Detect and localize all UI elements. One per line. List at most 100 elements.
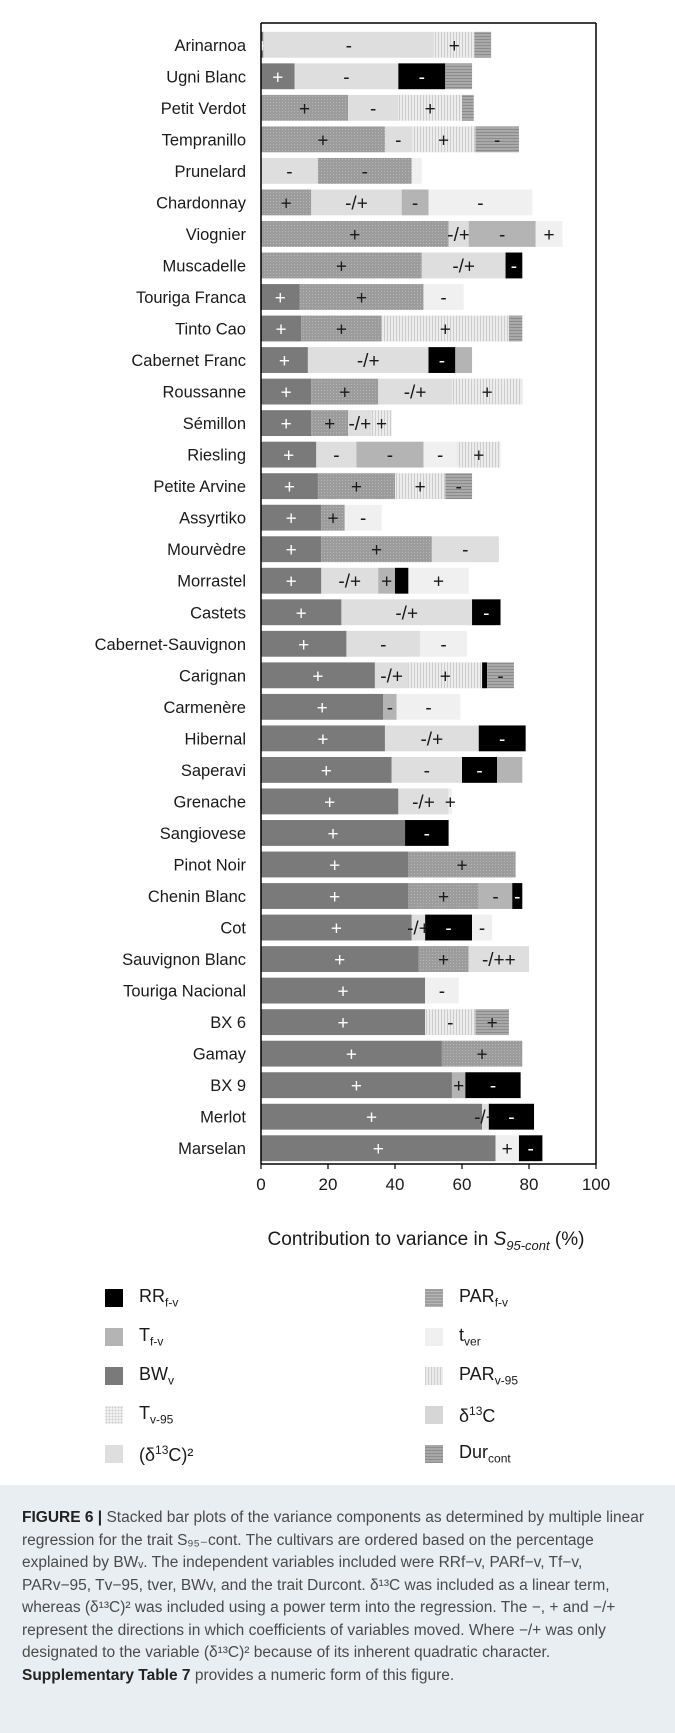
legend-swatch <box>425 1445 443 1463</box>
bar-segment-D2 <box>411 914 426 941</box>
sign-label: + <box>433 572 444 593</box>
sign-label: + <box>482 383 493 404</box>
sign-label: + <box>338 982 349 1003</box>
bar-segment-PAR <box>301 315 382 342</box>
bar-segment-D2 <box>321 567 379 594</box>
sign-label: - <box>499 729 505 750</box>
bar-segment-BW <box>261 662 375 689</box>
x-tick-label: 80 <box>520 1175 539 1194</box>
bar-segment-BW <box>261 630 347 657</box>
category-label: Ugni Blanc <box>166 68 246 86</box>
sign-label: + <box>272 67 283 88</box>
bar-segment-D2 <box>311 189 402 216</box>
sign-label: + <box>286 509 297 530</box>
legend-item: tver <box>425 1325 481 1349</box>
bar-segment-PARv95 <box>456 441 501 468</box>
bar-segment-PARv95 <box>398 94 462 121</box>
bar-segment-PARv95 <box>408 662 483 689</box>
sign-label: - <box>362 162 368 183</box>
sign-label: -/+ <box>412 792 435 813</box>
bar-segment-BW <box>261 946 419 972</box>
bar-segment-PAR <box>261 189 312 216</box>
bar-segment-D2 <box>431 536 499 563</box>
bar-segment-tver <box>396 693 461 720</box>
category-label: Grenache <box>174 793 246 811</box>
bar-segment-BW <box>261 284 300 310</box>
bar-segment-PAR <box>261 252 422 279</box>
category-label: Mourvèdre <box>167 541 246 559</box>
bar-segment-PAR <box>261 94 349 121</box>
sign-label: + <box>317 130 328 151</box>
category-label: Hibernal <box>185 730 246 748</box>
sign-label: + <box>502 1139 513 1160</box>
bar-segment-BW <box>261 1009 426 1036</box>
sign-label: - <box>412 193 418 214</box>
category-label: BX 9 <box>210 1077 246 1095</box>
bar-segment-D2 <box>346 630 421 657</box>
bar-segment-PAR <box>317 473 395 500</box>
bar-segment-D2 <box>307 347 429 373</box>
category-label: Sauvignon Blanc <box>122 951 246 969</box>
bar-segment-tver <box>472 914 493 941</box>
sign-label: - <box>476 761 482 782</box>
legend-item: Tv-95 <box>105 1403 173 1427</box>
sign-label: + <box>440 666 451 687</box>
bar-segment-RR <box>425 914 473 941</box>
bar-segment-BW <box>261 504 322 531</box>
bar-segment-D2 <box>348 94 399 121</box>
category-label: Saperavi <box>181 762 246 780</box>
category-label: Petite Arvine <box>153 478 246 496</box>
sign-label: + <box>456 855 467 876</box>
sign-label: + <box>438 887 449 908</box>
bar-segment-T <box>497 756 523 783</box>
sign-label: - <box>483 603 489 624</box>
category-labels: Arinarnoa Ugni Blanc Petit Verdot Tempranil… <box>95 37 247 1158</box>
sign-label: + <box>327 509 338 530</box>
sign-label: + <box>317 729 328 750</box>
sign-label: + <box>445 792 456 813</box>
bar-segment-BW <box>261 788 399 815</box>
legend-item: PARf-v <box>425 1286 508 1310</box>
category-label: Sémillon <box>183 415 246 433</box>
caption-label: FIGURE 6 | <box>22 1509 103 1526</box>
caption-body: Stacked bar plots of the variance compon… <box>22 1509 645 1661</box>
category-label: Viognier <box>186 226 247 244</box>
sign-label: - <box>425 698 431 719</box>
category-label: Chardonnay <box>156 194 247 212</box>
category-label: Carignan <box>179 667 246 685</box>
legend-swatch <box>425 1328 443 1346</box>
sign-label: - <box>380 635 386 656</box>
bar-segment-D2 <box>316 441 357 468</box>
bar-segment-Dur <box>475 1009 509 1036</box>
category-label: Touriga Franca <box>136 289 247 307</box>
x-axis: 0 20 40 60 80 100 <box>256 22 610 1194</box>
bar-segment-BW <box>261 1103 483 1130</box>
sign-label: -/+ <box>407 919 430 940</box>
sign-label: - <box>514 887 520 908</box>
bar-segment-D2 <box>341 599 473 626</box>
legend-swatch <box>425 1406 443 1424</box>
legend-swatch <box>425 1367 443 1385</box>
bar-segment-tver <box>408 567 469 594</box>
sign-label: + <box>346 1045 357 1066</box>
sign-label: - <box>477 193 483 214</box>
legend-label: BWv <box>139 1364 174 1388</box>
bar-segment-RR <box>395 567 409 594</box>
bar-segment-Dur <box>445 473 473 500</box>
bar-segment-BW <box>261 378 312 405</box>
sign-label: - <box>511 256 517 277</box>
legend-swatch <box>105 1445 123 1463</box>
x-tick-label: 0 <box>256 1175 265 1194</box>
bar-segment-BW <box>261 820 406 846</box>
sign-label: + <box>473 446 484 467</box>
sign-label: -/+ <box>404 383 427 404</box>
sign-label: + <box>317 698 328 719</box>
bar-segment-Dur <box>475 126 519 153</box>
bar-segment-RR <box>398 63 446 90</box>
figure-caption: FIGURE 6 | Stacked bar plots of the vari… <box>0 1485 675 1733</box>
category-label: Touriga Nacional <box>123 983 246 1001</box>
bar-segment-D2 <box>391 756 462 783</box>
legend-label: RRf-v <box>139 1286 179 1310</box>
sign-label: -/+ <box>357 351 380 372</box>
sign-label: - <box>440 635 446 656</box>
